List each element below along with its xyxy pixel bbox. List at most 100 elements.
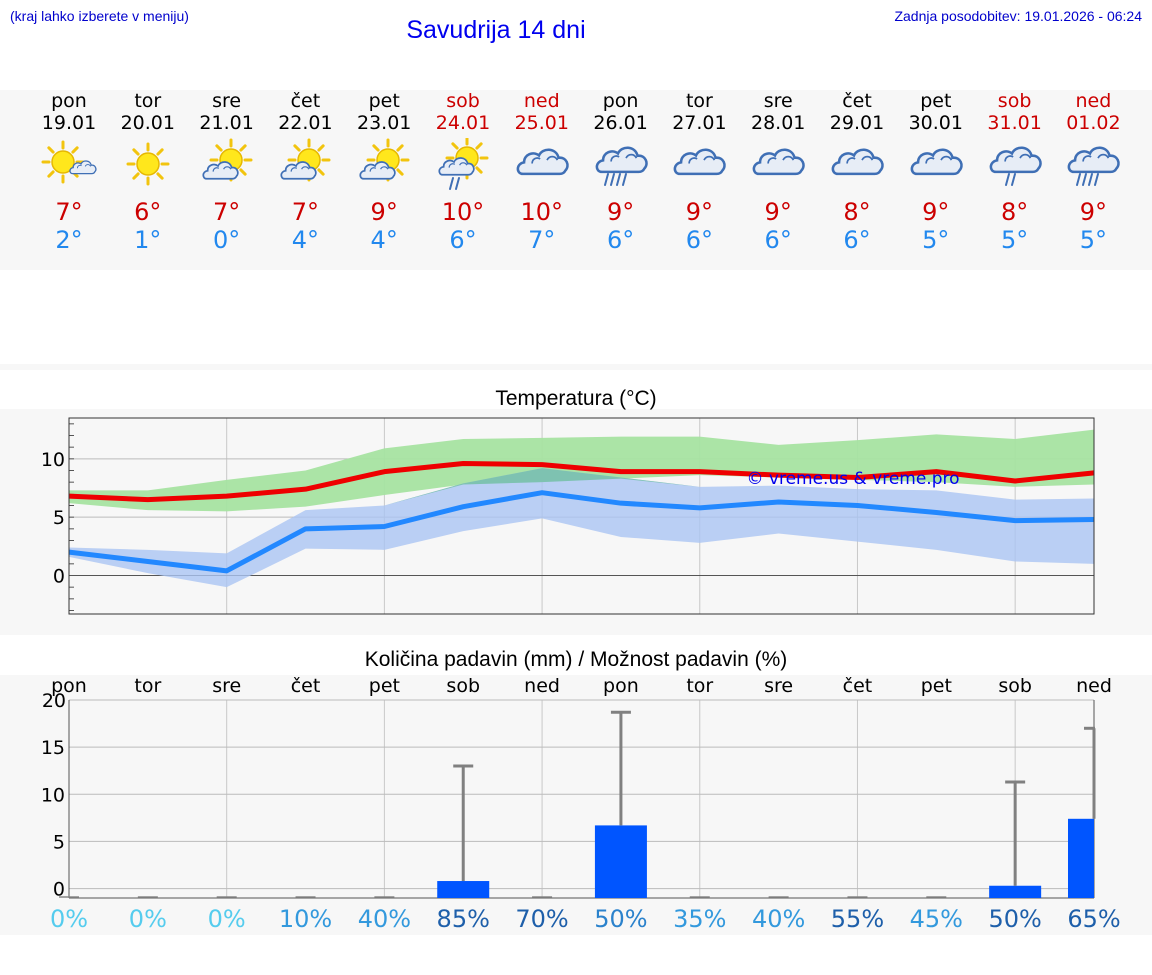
sun-cloud-icon bbox=[41, 140, 97, 184]
x-tick-label: tor bbox=[686, 675, 713, 697]
daily-forecast-strip: pon 19.01 7° 2° tor 20.01 6° 1° sre 21.01 7° 0° čet 2… bbox=[0, 90, 1152, 270]
day-name: čet bbox=[290, 90, 321, 112]
heavy-rain-icon bbox=[595, 146, 648, 186]
day-name: pon bbox=[602, 90, 639, 112]
temperature-chart: 0 5 10 © vreme.us & vreme.pro bbox=[41, 417, 1095, 615]
temp-min: 6° bbox=[685, 226, 714, 254]
partly-cloudy-icon bbox=[359, 138, 410, 182]
y-tick-label: 10 bbox=[41, 784, 65, 806]
x-tick-label: ned bbox=[1076, 675, 1112, 697]
heavy-rain-icon bbox=[1068, 146, 1121, 186]
temp-min: 5° bbox=[1079, 226, 1108, 254]
precip-probability: 55% bbox=[831, 905, 884, 933]
divider bbox=[0, 364, 1152, 370]
x-tick-label: ned bbox=[524, 675, 560, 697]
day-date: 25.01 bbox=[514, 112, 569, 134]
x-tick-label: tor bbox=[134, 675, 161, 697]
y-tick-label: 0 bbox=[53, 879, 65, 901]
x-tick-label: pon bbox=[603, 675, 639, 697]
day-name: čet bbox=[842, 90, 872, 112]
max-temp-line bbox=[68, 461, 1095, 503]
page-title: Savudrija 14 dni bbox=[406, 16, 586, 44]
precip-probability: 35% bbox=[673, 905, 726, 933]
temp-min: 7° bbox=[528, 226, 556, 254]
x-tick-label: sob bbox=[446, 675, 480, 697]
day-date: 19.01 bbox=[41, 112, 97, 134]
day-date: 26.01 bbox=[593, 112, 648, 134]
temp-min: 0° bbox=[212, 226, 241, 254]
min-temp-line bbox=[68, 490, 1095, 574]
partly-cloudy-icon bbox=[202, 138, 253, 182]
min-range-band bbox=[69, 468, 1094, 588]
y-tick-label: 0 bbox=[53, 566, 65, 588]
light-rain-icon bbox=[989, 146, 1042, 186]
temp-max: 9° bbox=[764, 198, 792, 226]
temp-max: 10° bbox=[520, 198, 564, 226]
cloudy-icon bbox=[516, 148, 569, 176]
y-tick-label: 15 bbox=[41, 737, 65, 759]
day-name: sre bbox=[212, 90, 242, 112]
temperature-chart-title: Temperatura (°C) bbox=[495, 387, 657, 410]
day-date: 01.02 bbox=[1066, 112, 1121, 134]
day-column: sob 24.01 10° 6° bbox=[424, 90, 503, 254]
day-name: ned bbox=[1075, 90, 1112, 112]
precip-probability: 85% bbox=[437, 905, 490, 933]
temp-min: 6° bbox=[449, 226, 477, 254]
precip-probability: 10% bbox=[279, 905, 332, 933]
location-hint: (kraj lahko izberete v meniju) bbox=[10, 8, 189, 24]
temp-min: 6° bbox=[606, 226, 635, 254]
x-tick-label: pet bbox=[369, 675, 400, 697]
precip-probability: 50% bbox=[988, 905, 1041, 933]
precipitation-chart: pon tor sre čet pet sob ned pon tor sre čet pet sob n… bbox=[41, 675, 1121, 933]
precip-probability: 40% bbox=[358, 905, 411, 933]
temp-max: 8° bbox=[843, 198, 871, 226]
plot-area bbox=[69, 700, 1094, 898]
temp-max: 9° bbox=[1079, 198, 1108, 226]
day-name: sob bbox=[446, 90, 480, 112]
day-date: 31.01 bbox=[987, 112, 1042, 134]
day-column: ned 25.01 10° 7° bbox=[502, 90, 581, 254]
temp-max: 7° bbox=[291, 198, 320, 226]
y-tick-label: 5 bbox=[53, 831, 65, 853]
precip-probability: 50% bbox=[594, 905, 647, 933]
precip-probability: 40% bbox=[752, 905, 805, 933]
sun-icon bbox=[126, 142, 170, 186]
day-date: 22.01 bbox=[278, 112, 333, 134]
x-tick-label: sre bbox=[764, 675, 793, 697]
precip-probability: 70% bbox=[515, 905, 568, 933]
day-column: pet 23.01 9° 4° bbox=[345, 90, 424, 254]
precip-bar bbox=[594, 825, 647, 898]
day-name: sob bbox=[997, 90, 1032, 112]
day-date: 23.01 bbox=[356, 112, 412, 134]
cloudy-icon bbox=[831, 148, 884, 176]
day-column: sre 28.01 9° 6° bbox=[739, 90, 818, 254]
day-date: 21.01 bbox=[199, 112, 254, 134]
temp-max: 10° bbox=[441, 198, 485, 226]
day-date: 24.01 bbox=[435, 112, 491, 134]
day-name: pet bbox=[920, 90, 952, 112]
temp-min: 6° bbox=[764, 226, 792, 254]
day-column: tor 20.01 6° 1° bbox=[108, 90, 187, 254]
precip-bar bbox=[989, 885, 1042, 898]
cloudy-icon bbox=[674, 148, 727, 176]
day-date: 27.01 bbox=[672, 112, 727, 134]
temp-max: 9° bbox=[685, 198, 714, 226]
x-tick-label: pet bbox=[921, 675, 952, 697]
x-tick-label: čet bbox=[843, 675, 873, 697]
temp-min: 4° bbox=[370, 226, 398, 254]
temp-min: 4° bbox=[291, 226, 320, 254]
last-updated: Zadnja posodobitev: 19.01.2026 - 06:24 bbox=[894, 8, 1142, 24]
day-name: pon bbox=[51, 90, 87, 112]
y-tick-label: 5 bbox=[53, 507, 65, 529]
x-tick-label: pon bbox=[51, 675, 87, 697]
precip-probability: 0% bbox=[129, 905, 167, 933]
day-date: 30.01 bbox=[908, 112, 963, 134]
day-column: čet 29.01 8° 6° bbox=[818, 90, 897, 254]
day-column: ned 01.02 9° 5° bbox=[1054, 90, 1133, 254]
y-tick-label: 10 bbox=[41, 449, 65, 471]
precip-probability: 45% bbox=[910, 905, 963, 933]
temp-max: 6° bbox=[134, 198, 162, 226]
temp-min: 2° bbox=[55, 226, 83, 254]
day-column: sob 31.01 8° 5° bbox=[975, 90, 1054, 254]
plot-frame bbox=[68, 417, 1095, 615]
